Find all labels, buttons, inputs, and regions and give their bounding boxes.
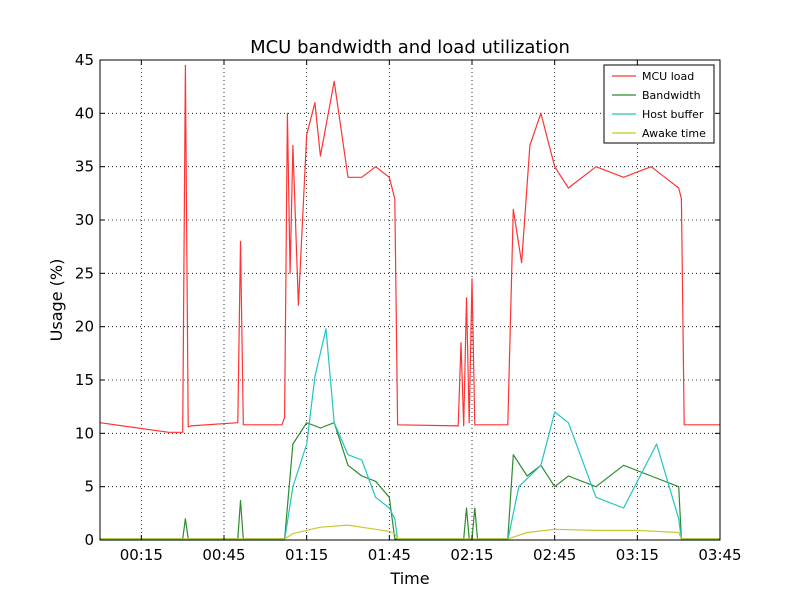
x-tick-label: 00:15 (120, 546, 163, 564)
series-layer (99, 64, 720, 541)
series-line-bandwidth (100, 422, 720, 540)
x-tick-label: 00:45 (202, 546, 245, 564)
legend-entry: Bandwidth (642, 89, 701, 102)
ticks: 00:15 00:45 01:15 01:45 02:15 02:45 03:15 03:45… (75, 51, 742, 564)
y-tick-label: 20 (75, 318, 94, 336)
y-tick-label: 35 (75, 158, 94, 176)
x-tick-label: 01:45 (368, 546, 411, 564)
legend-entry: Awake time (642, 127, 706, 140)
legend-box (603, 64, 715, 144)
y-tick-label: 40 (75, 104, 94, 122)
legend: MCU load Bandwidth Host buffer Awake time (603, 64, 715, 144)
x-tick-label: 01:15 (285, 546, 328, 564)
y-tick-label: 25 (75, 264, 94, 282)
y-tick-label: 30 (75, 211, 94, 229)
series-line-host-buffer (100, 328, 720, 541)
y-tick-label: 45 (75, 51, 94, 69)
y-tick-label: 5 (84, 478, 94, 496)
legend-entry: Host buffer (642, 108, 704, 121)
legend-entry: MCU load (642, 70, 694, 83)
y-tick-label: 10 (75, 424, 94, 442)
series-line-mcu-load (99, 64, 720, 433)
x-tick-label: 03:45 (698, 546, 741, 564)
x-tick-label: 02:45 (533, 546, 576, 564)
x-tick-label: 03:15 (616, 546, 659, 564)
x-tick-label: 02:15 (450, 546, 493, 564)
y-tick-label: 15 (75, 371, 94, 389)
x-axis-label: Time (389, 569, 429, 588)
y-axis-label: Usage (%) (47, 259, 66, 342)
chart-title: MCU bandwidth and load utilization (250, 37, 570, 58)
y-tick-label: 0 (84, 531, 94, 549)
plot-frame (99, 59, 721, 541)
series-line-awake-time (100, 524, 720, 540)
